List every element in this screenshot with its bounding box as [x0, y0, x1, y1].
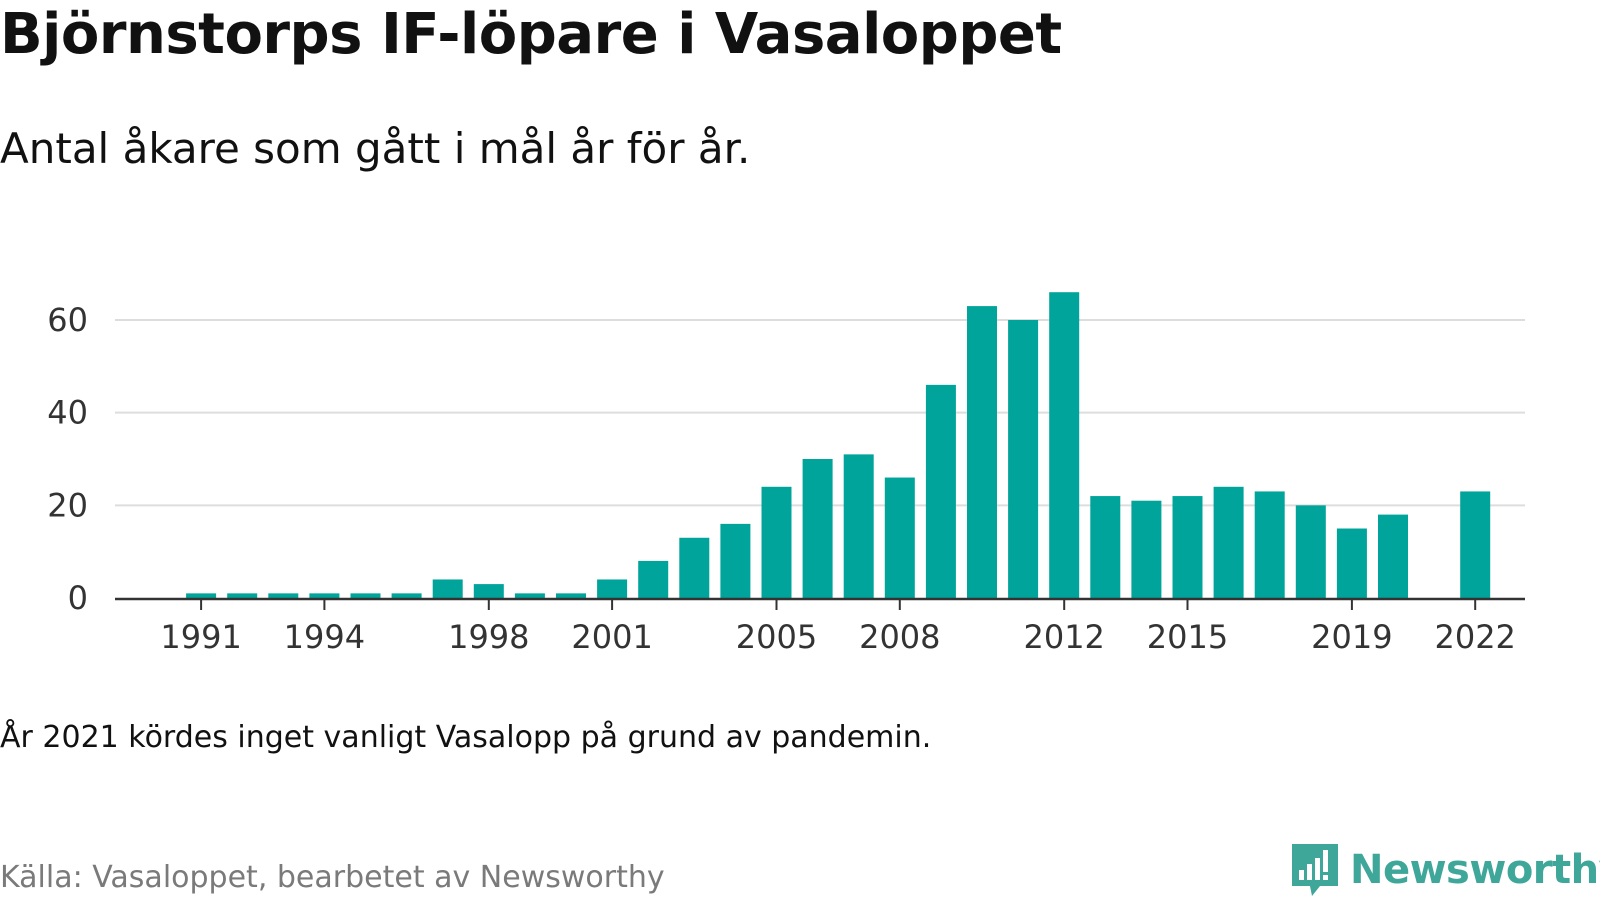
- bar-1992: [227, 593, 258, 598]
- bar-1993: [268, 593, 299, 598]
- bar-2010: [967, 306, 997, 598]
- bar-2013: [1090, 496, 1121, 598]
- footnote: År 2021 kördes inget vanligt Vasalopp på…: [0, 720, 932, 755]
- x-tick-label-2008: 2008: [859, 618, 940, 656]
- chart-title: Björnstorps IF-löpare i Vasaloppet: [0, 2, 1062, 67]
- x-tick-label-2001: 2001: [571, 618, 652, 656]
- bar-1995: [350, 593, 381, 598]
- bar-2011: [1008, 320, 1039, 598]
- bar-2001: [597, 579, 628, 598]
- chart-subtitle: Antal åkare som gått i mål år för år.: [0, 124, 751, 173]
- bar-2007: [843, 454, 874, 598]
- bar-2009: [925, 384, 956, 598]
- bar-2004: [720, 523, 751, 598]
- bar-2003: [679, 537, 710, 598]
- bar-2015: [1172, 496, 1203, 598]
- bar-2005: [761, 486, 792, 598]
- bar-2022: [1460, 491, 1491, 598]
- bar-2017: [1254, 491, 1285, 598]
- x-tick-label-2012: 2012: [1023, 618, 1104, 656]
- x-tick-label-1998: 1998: [448, 618, 529, 656]
- newsworthy-logo: Newsworthy: [1290, 842, 1600, 898]
- x-tick-label-2022: 2022: [1434, 618, 1515, 656]
- bar-2018: [1295, 505, 1326, 598]
- bar-2012: [1049, 292, 1080, 598]
- y-tick-label-40: 40: [47, 394, 88, 432]
- bar-2016: [1213, 486, 1244, 598]
- bar-1991: [186, 593, 217, 598]
- bar-2020: [1378, 514, 1408, 598]
- bar-2008: [884, 477, 915, 598]
- bar-2014: [1131, 500, 1162, 598]
- bar-1994: [309, 593, 340, 598]
- bar-2019: [1336, 528, 1367, 598]
- bar-1999: [514, 593, 545, 598]
- bar-2006: [802, 459, 833, 598]
- y-tick-label-60: 60: [47, 301, 88, 339]
- bar-2000: [556, 593, 586, 598]
- bar-2002: [638, 560, 669, 598]
- x-tick-label-2015: 2015: [1147, 618, 1228, 656]
- bar-1997: [432, 579, 463, 598]
- y-tick-label-0: 0: [68, 579, 88, 617]
- source-credit: Källa: Vasaloppet, bearbetet av Newswort…: [0, 860, 665, 895]
- bar-1998: [473, 584, 504, 598]
- x-tick-label-2019: 2019: [1311, 618, 1392, 656]
- newsworthy-logo-icon: [1292, 844, 1338, 896]
- brand-name: Newsworthy: [1350, 847, 1600, 893]
- bar-chart: 0 20 40 60 1991 1994 1998 2001 2005 2008 2012 2015 2…: [47, 292, 1525, 656]
- x-tick-label-2005: 2005: [736, 618, 817, 656]
- x-tick-label-1991: 1991: [160, 618, 241, 656]
- y-tick-label-20: 20: [47, 486, 88, 524]
- bar-1996: [391, 593, 422, 598]
- x-tick-label-1994: 1994: [284, 618, 365, 656]
